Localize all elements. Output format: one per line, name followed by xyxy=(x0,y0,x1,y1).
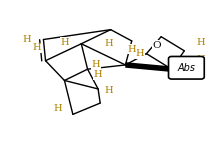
Text: H: H xyxy=(104,39,113,48)
Text: H: H xyxy=(197,38,205,47)
Text: H: H xyxy=(33,43,42,53)
Text: H: H xyxy=(60,38,69,47)
Text: H: H xyxy=(54,104,62,113)
Text: H: H xyxy=(94,70,102,79)
Text: H: H xyxy=(197,55,205,64)
Text: H: H xyxy=(104,86,113,95)
Text: H: H xyxy=(92,60,100,69)
Text: H: H xyxy=(136,49,144,58)
Text: O: O xyxy=(153,41,161,50)
Text: H: H xyxy=(127,45,136,54)
FancyBboxPatch shape xyxy=(168,56,204,79)
Text: H: H xyxy=(22,35,31,44)
Text: Abs: Abs xyxy=(177,63,195,73)
